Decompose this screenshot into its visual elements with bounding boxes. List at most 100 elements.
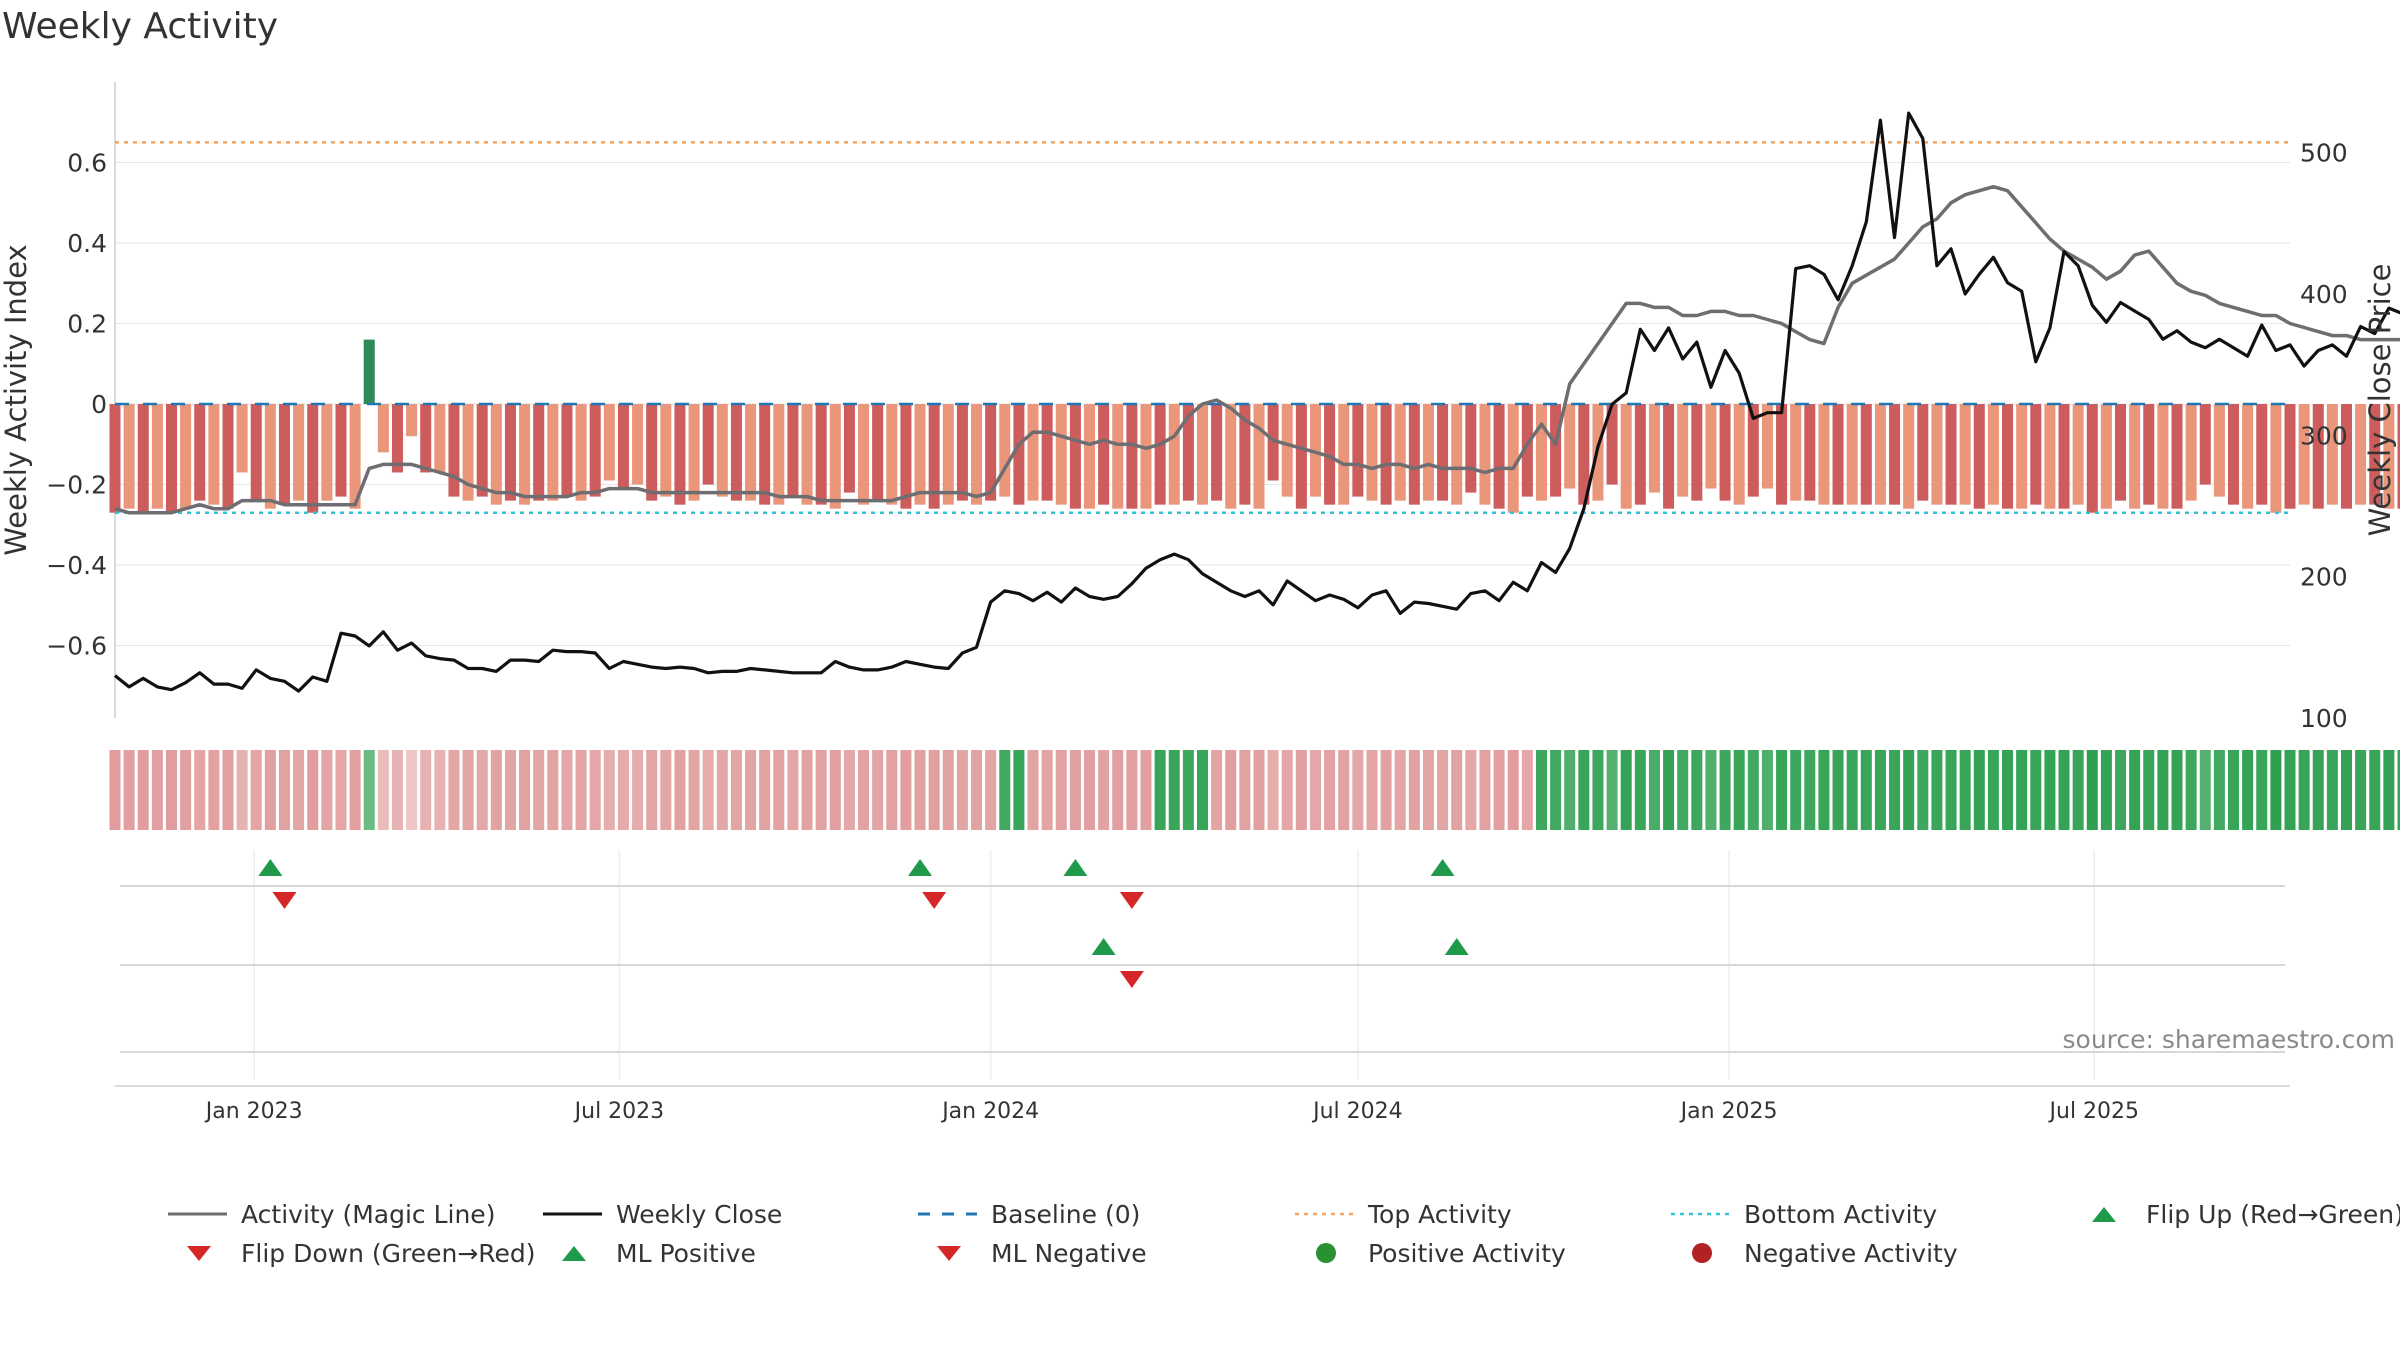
legend-item: Negative Activity xyxy=(1668,1238,1958,1268)
strip-cell xyxy=(1903,750,1915,830)
strip-cell xyxy=(2340,750,2353,830)
strip-cell xyxy=(1677,750,1689,830)
activity-bar xyxy=(2284,404,2296,509)
strip-cell xyxy=(1041,750,1053,830)
activity-bar xyxy=(1126,404,1138,509)
x-axis-ticks: Jan 2023 Jul 2023 Jan 2024 Jul 2024 Jan 2025… xyxy=(204,1099,2139,1124)
activity-bar xyxy=(1098,404,1110,505)
strip-cell xyxy=(914,750,926,830)
activity-bar xyxy=(632,404,644,485)
strip-cell xyxy=(815,750,827,830)
x-tick-label: Jul 2024 xyxy=(1311,1099,1403,1124)
strip-cell xyxy=(2242,750,2254,830)
activity-bar xyxy=(745,404,757,501)
y-tick-label: −0.2 xyxy=(46,471,107,500)
activity-bar xyxy=(1366,404,1378,501)
legend-item: Weekly Close xyxy=(540,1199,782,1229)
chart-title: Weekly Activity xyxy=(2,6,278,47)
strip-cell xyxy=(377,750,389,830)
strip-cell xyxy=(702,750,714,830)
activity-bar xyxy=(1959,404,1971,505)
activity-bar xyxy=(815,404,827,505)
activity-bar xyxy=(617,404,629,489)
y2-tick-label: 300 xyxy=(2300,421,2348,450)
strip-cell xyxy=(716,750,728,830)
activity-bar xyxy=(1168,404,1180,505)
strip-cell xyxy=(1931,750,1943,830)
strip-cell xyxy=(1719,750,1731,830)
strip-cell xyxy=(2397,750,2400,830)
activity-bar xyxy=(2086,404,2098,513)
x-tick-label: Jul 2025 xyxy=(2048,1099,2140,1124)
strip-cell xyxy=(1309,750,1321,830)
activity-bar xyxy=(2058,404,2070,509)
strip-cell xyxy=(843,750,855,830)
strip-cell xyxy=(787,750,799,830)
flip-up-marker xyxy=(258,859,283,876)
activity-bar xyxy=(1422,404,1434,501)
strip-cell xyxy=(1507,750,1519,830)
activity-bar xyxy=(1564,404,1576,489)
y-tick-label: 0.6 xyxy=(67,149,107,178)
left-axis-label: Weekly Activity Index xyxy=(0,244,33,555)
strip-cell xyxy=(956,750,968,830)
activity-bar xyxy=(1225,404,1237,509)
activity-bar xyxy=(2143,404,2155,505)
strip-cell xyxy=(1168,750,1180,830)
activity-bar xyxy=(2355,404,2367,505)
strip-cell xyxy=(2312,750,2324,830)
activity-bar xyxy=(2312,404,2324,509)
strip-cell xyxy=(490,750,502,830)
activity-bar xyxy=(1874,404,1886,505)
strip-cell xyxy=(476,750,488,830)
strip-cell xyxy=(321,750,333,830)
activity-bar xyxy=(1140,404,1152,509)
activity-bar xyxy=(2242,404,2254,509)
strip-cell xyxy=(1564,750,1576,830)
activity-bar xyxy=(1945,404,1957,505)
strip-cell xyxy=(1592,750,1604,830)
dotted-cyan-icon xyxy=(1668,1199,1738,1229)
activity-bar xyxy=(363,339,375,405)
activity-bar xyxy=(858,404,870,505)
activity-bar xyxy=(504,404,516,501)
strip-cell xyxy=(2086,750,2098,830)
activity-bar xyxy=(547,404,559,501)
series-lines xyxy=(113,111,2400,693)
activity-bar xyxy=(1761,404,1773,489)
activity-bar xyxy=(2369,404,2381,505)
strip-cell xyxy=(151,750,163,830)
activity-bar xyxy=(956,404,968,501)
activity-bar xyxy=(1408,404,1420,505)
activity-bar xyxy=(575,404,587,501)
activity-bar xyxy=(236,404,248,473)
activity-bar xyxy=(2340,404,2353,509)
activity-bar xyxy=(1465,404,1477,493)
strip-cell xyxy=(1761,750,1773,830)
legend-label: Activity (Magic Line) xyxy=(241,1199,496,1229)
strip-cell xyxy=(2002,750,2014,830)
strip-cell xyxy=(2115,750,2127,830)
activity-bars xyxy=(109,339,2400,513)
activity-bar xyxy=(434,404,446,473)
ml-negative-marker xyxy=(1119,971,1144,988)
strip-cell xyxy=(1832,750,1844,830)
dot-red-icon xyxy=(1668,1238,1738,1268)
strip-cell xyxy=(1479,750,1491,830)
activity-bar xyxy=(1790,404,1802,501)
activity-bar xyxy=(1987,404,1999,505)
triangle-up-green-swatch xyxy=(2092,1207,2116,1222)
activity-bar xyxy=(1055,404,1067,505)
legend-item: Flip Up (Red→Green) xyxy=(2070,1199,2400,1229)
dotted-cyan-swatch xyxy=(1671,1212,1730,1216)
activity-bar xyxy=(1507,404,1519,513)
strip-cell xyxy=(1267,750,1279,830)
y2-tick-label: 500 xyxy=(2300,139,2348,168)
strip-cell xyxy=(971,750,983,830)
strip-cell xyxy=(1818,750,1830,830)
strip-cell xyxy=(1578,750,1590,830)
strip-cell xyxy=(1140,750,1152,830)
strip-cell xyxy=(1648,750,1660,830)
strip-cell xyxy=(137,750,149,830)
